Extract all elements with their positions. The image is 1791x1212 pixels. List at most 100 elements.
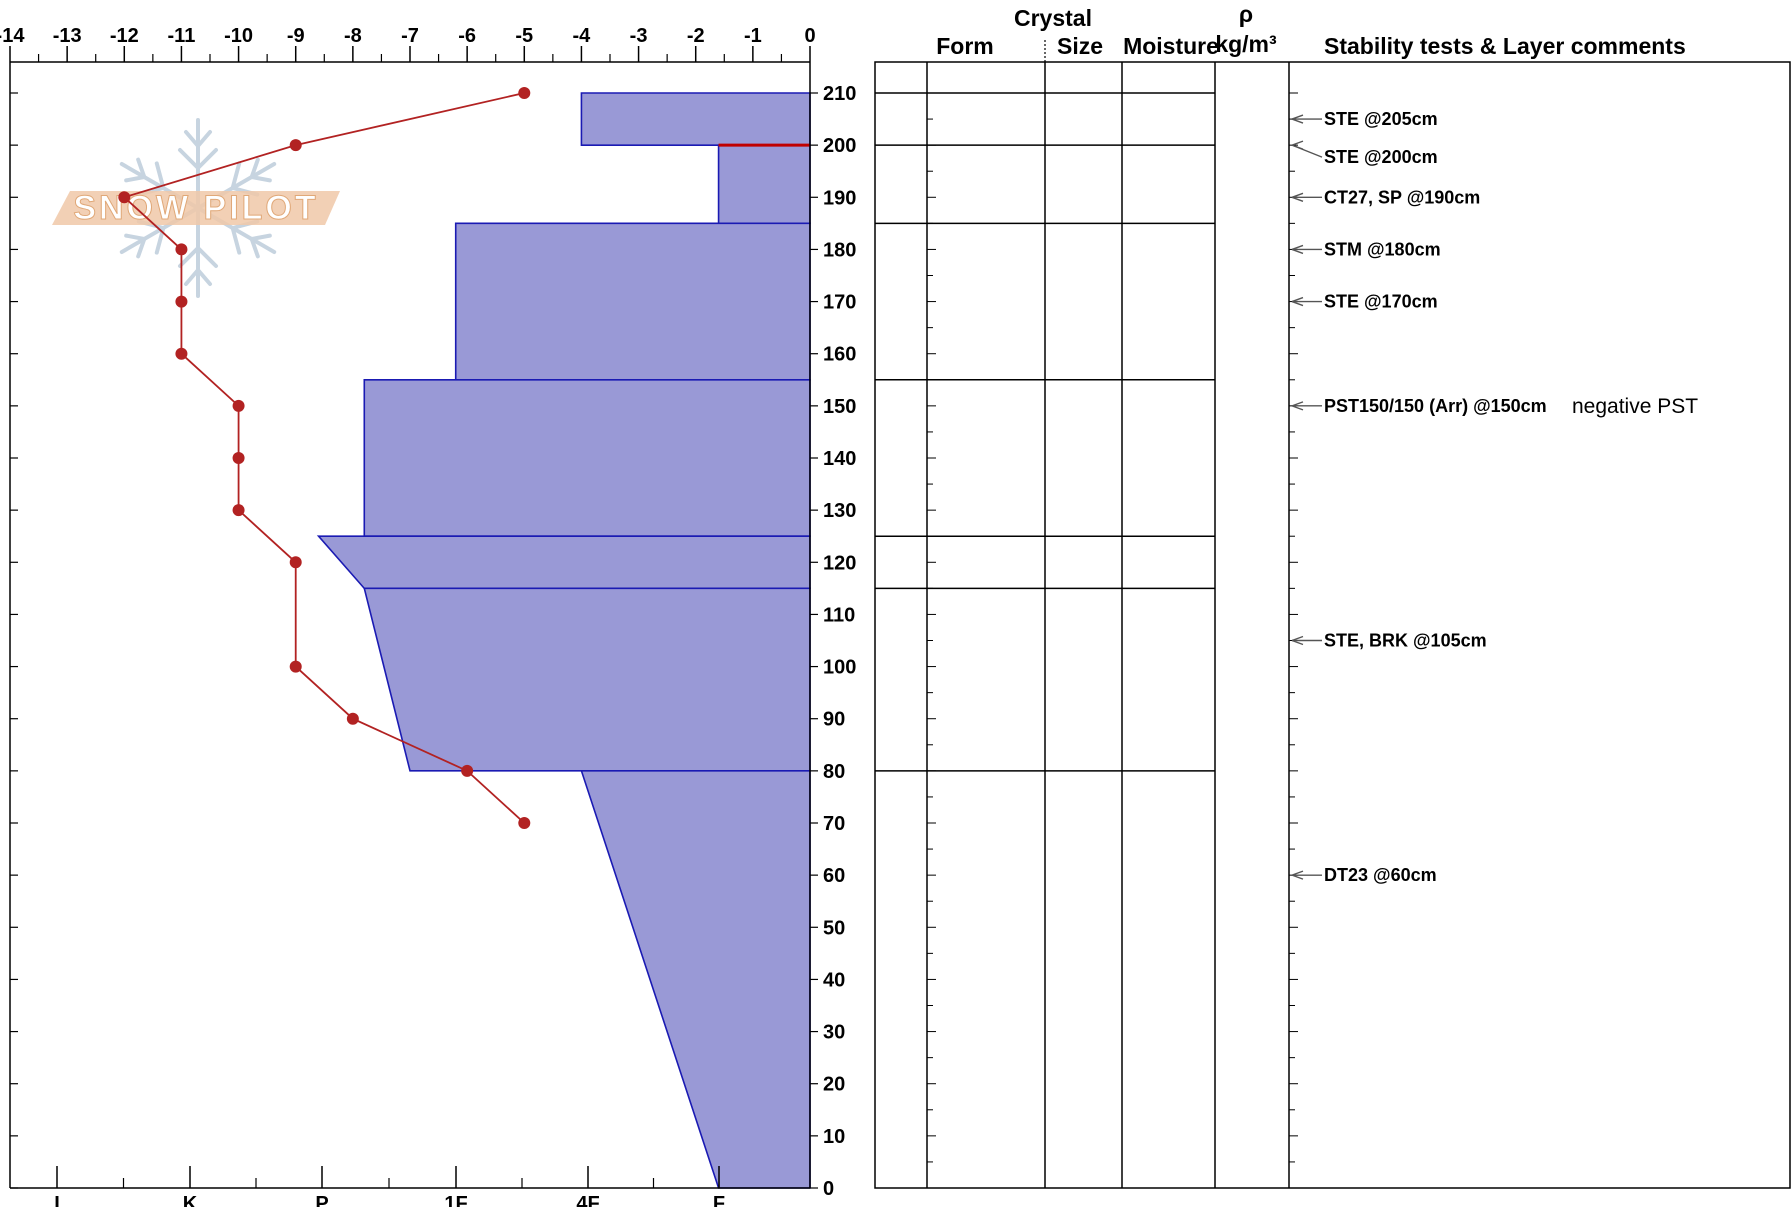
comment-text: STE @205cm: [1324, 109, 1438, 129]
temperature-tick-label: -14: [0, 25, 25, 47]
comment-text: PST150/150 (Arr) @150cm: [1324, 396, 1547, 416]
depth-tick-label: 140: [823, 448, 856, 470]
hardness-tick-label: 4F: [576, 1193, 599, 1207]
depth-tick-label: 150: [823, 396, 856, 418]
temperature-point: [518, 817, 531, 829]
temperature-tick-label: -11: [168, 25, 196, 47]
header-form: Form: [936, 33, 994, 59]
temperature-tick-label: -6: [458, 25, 476, 47]
temperature-tick-label: -9: [287, 25, 305, 47]
depth-tick-label: 80: [823, 761, 845, 783]
temperature-point: [289, 660, 302, 673]
comments: STE @205cm STE @200cm CT27, SP @190cm STM @…: [1291, 109, 1698, 885]
temperature-tick-label: -13: [53, 25, 82, 47]
layer-table: [874, 40, 1791, 1189]
hardness-tick-label: P: [315, 1193, 328, 1207]
snowflake-branch: [136, 157, 147, 179]
comment-text: CT27, SP @190cm: [1324, 187, 1480, 207]
comment-text: STE @200cm: [1324, 147, 1438, 167]
comment-text: STE @170cm: [1324, 292, 1438, 312]
snowflake-branch: [196, 130, 212, 148]
comment-arrow: [1291, 140, 1304, 150]
snowflake-branch: [230, 161, 242, 190]
depth-tick-label: 110: [823, 604, 855, 626]
depth-tick-label: 210: [823, 83, 856, 105]
snowflake-branch: [230, 226, 242, 255]
comment-arrow: [1291, 192, 1304, 202]
header-comments: Stability tests & Layer comments: [1324, 33, 1686, 59]
depth-tick-label: 90: [823, 709, 845, 731]
depth-tick-label: 60: [823, 865, 845, 887]
temperature-point: [289, 139, 302, 152]
hardness-profile: [316, 92, 811, 1189]
depth-axis: 2102001901801701601501401301201101009080…: [810, 83, 856, 1200]
temperature-point: [175, 295, 188, 308]
comment-arrow: [1291, 244, 1304, 255]
snowflake-branch: [178, 246, 200, 268]
temperature-axis: -14-13-12-11-10-9-8-7-6-5-4-3-2-10: [0, 25, 816, 62]
depth-tick-label: 0: [823, 1178, 834, 1200]
temperature-tick-label: -1: [744, 25, 762, 47]
comment-arrow: [1291, 114, 1304, 124]
hardness-layer: [454, 222, 811, 381]
temperature-tick-label: -12: [110, 25, 139, 47]
depth-tick-label: 20: [823, 1074, 845, 1096]
hardness-axis: I K P 1F 4F F: [54, 1166, 725, 1212]
comment-arrow: [1291, 635, 1304, 646]
hardness-layer: [363, 587, 811, 772]
snowflake-branch: [184, 268, 200, 286]
snowflake-branch: [249, 175, 272, 183]
temperature-tick-label: -2: [687, 25, 705, 47]
temperature-tick-label: -10: [224, 25, 253, 47]
comment-text: STM @180cm: [1324, 239, 1441, 259]
header-density-unit: kg/m³: [1215, 31, 1277, 57]
depth-tick-label: 70: [823, 813, 845, 835]
hardness-layer: [580, 770, 811, 1189]
depth-tick-label: 170: [823, 292, 856, 314]
temperature-point: [175, 347, 188, 360]
temperature-point: [461, 764, 474, 777]
snowflake-branch: [124, 233, 147, 241]
comment-arrow: [1291, 401, 1304, 411]
depth-tick-label: 200: [823, 135, 856, 157]
depth-tick-label: 100: [823, 657, 856, 679]
temperature-point: [518, 87, 531, 99]
temperature-tick-label: -8: [344, 25, 362, 47]
temperature-point: [118, 191, 131, 204]
header-size: Size: [1057, 33, 1103, 59]
hardness-tick-label: I: [54, 1193, 60, 1207]
snowflake-branch: [124, 175, 147, 183]
hardness-tick-label: K: [183, 1193, 198, 1207]
snowflake-branch: [249, 237, 260, 259]
depth-tick-label: 190: [823, 187, 856, 209]
header-rho: ρ: [1239, 1, 1253, 27]
depth-tick-label: 160: [823, 344, 856, 366]
temperature-tick-label: -4: [573, 25, 592, 47]
table-frame: [874, 61, 1791, 1189]
snowflake-branch: [249, 157, 260, 179]
comment-arrow: [1291, 296, 1304, 307]
temperature-tick-label: -5: [515, 25, 533, 47]
hardness-tick-label: F: [713, 1193, 725, 1207]
comment-arrow: [1291, 870, 1304, 880]
comment-text: DT23 @60cm: [1324, 865, 1437, 885]
snowflake-branch: [196, 268, 212, 286]
snowflake-branch: [196, 148, 218, 170]
hardness-layer: [580, 92, 811, 146]
snowflake-branch: [178, 148, 200, 170]
snowflake-branch: [136, 237, 147, 259]
table-headers: Crystal Form Size Moisture ρ kg/m³ Stabi…: [936, 1, 1685, 59]
temperature-tick-label: 0: [804, 25, 815, 47]
comment-note: negative PST: [1572, 395, 1698, 418]
depth-tick-label: 50: [823, 917, 845, 939]
temperature-point: [175, 243, 188, 256]
watermark-text: SNOW PILOT: [73, 189, 318, 227]
snowflake-branch: [196, 246, 218, 268]
temperature-point: [232, 504, 245, 517]
header-moisture: Moisture: [1123, 33, 1219, 59]
temperature-point: [232, 399, 245, 412]
depth-tick-label: 130: [823, 500, 856, 522]
hardness-layer: [316, 535, 811, 590]
